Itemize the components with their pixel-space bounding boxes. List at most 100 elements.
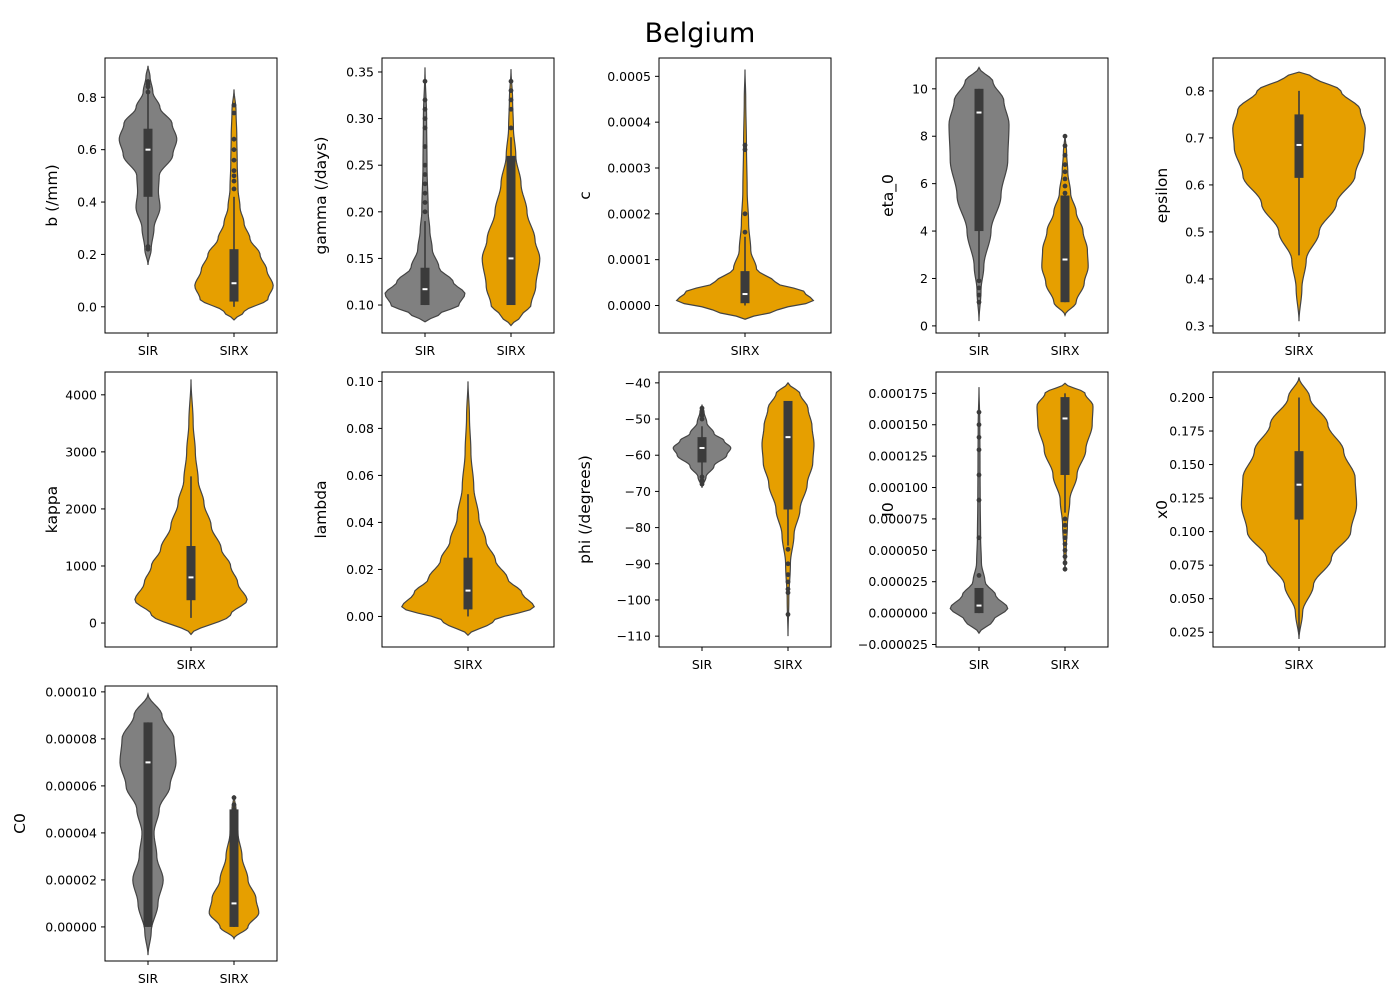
median-SIR — [422, 288, 428, 291]
outlier-point — [422, 78, 428, 84]
outlier-point — [422, 97, 428, 103]
x-tick-label: SIR — [692, 657, 713, 672]
outlier-point — [976, 292, 982, 298]
outlier-point — [1062, 143, 1068, 149]
box-SIR — [143, 128, 153, 197]
y-axis-label: eta_0 — [879, 174, 898, 217]
y-tick-label: 3000 — [65, 444, 97, 459]
box-SIR — [143, 722, 153, 927]
outlier-point — [422, 125, 428, 131]
outlier-point — [976, 278, 982, 284]
violin-SIRX — [675, 69, 815, 320]
x-tick-label: SIRX — [220, 343, 249, 358]
outlier-point — [742, 142, 748, 148]
y-tick-label: 0.0000 — [607, 298, 651, 313]
y-tick-label: 0.050 — [1169, 591, 1205, 606]
outlier-point — [699, 478, 705, 483]
outlier-point — [1062, 169, 1068, 175]
x-tick-label: SIR — [969, 343, 990, 358]
outlier-point — [785, 579, 791, 585]
box-SIRX — [783, 400, 793, 510]
outlier-point — [699, 413, 705, 418]
y-tick-label: 0.00000 — [45, 919, 97, 934]
panel-x0: 0.025 0.050 0.075 0.100 0.125 0.150 0.175 0.200… — [1153, 371, 1386, 672]
y-tick-label: 0.025 — [1169, 625, 1205, 640]
median-SIRX — [742, 293, 748, 296]
outlier-point — [699, 409, 705, 415]
outlier-point — [422, 116, 428, 121]
x-tick-label: SIRX — [454, 657, 483, 672]
outlier-point — [422, 172, 428, 177]
outlier-point — [976, 434, 982, 440]
violin-SIR — [949, 387, 1009, 635]
outlier-point — [422, 144, 428, 149]
y-tick-label: 0.0002 — [607, 206, 651, 221]
x-tick-label: SIRX — [177, 657, 206, 672]
x-tick-label: SIRX — [731, 343, 760, 358]
outlier-point — [742, 229, 748, 235]
outlier-point — [1062, 541, 1068, 547]
axes-frame — [935, 371, 1109, 648]
y-tick-label: 0.125 — [1169, 491, 1205, 506]
outlier-point — [508, 125, 514, 131]
y-tick-label: 4000 — [65, 387, 97, 402]
y-tick-label: 0.000075 — [868, 511, 928, 526]
y-axis-label: I0 — [879, 502, 897, 516]
box-SIR — [697, 437, 707, 463]
y-tick-label: 0.00004 — [45, 825, 97, 840]
outlier-point — [231, 173, 237, 179]
x-tick-label: SIR — [138, 971, 159, 986]
y-tick-label: 0.0004 — [607, 115, 651, 130]
outlier-point — [508, 88, 514, 94]
outlier-point — [1062, 516, 1068, 522]
y-tick-label: 0.3 — [1185, 318, 1205, 333]
y-tick-label: 0.0 — [77, 299, 97, 314]
y-tick-label: 0.00010 — [45, 684, 97, 699]
outlier-point — [231, 802, 237, 808]
x-tick-label: SIRX — [1051, 343, 1080, 358]
median-SIRX — [231, 902, 237, 905]
outlier-point — [508, 97, 514, 103]
outlier-point — [1062, 152, 1068, 158]
panel-gamma: 0.10 0.15 0.20 0.25 0.30 0.35 SIR SIRX gamma (/d… — [312, 57, 555, 358]
y-tick-label: 0.00006 — [45, 778, 97, 793]
y-tick-label: 0.02 — [346, 562, 374, 577]
y-tick-label: 0.2 — [77, 247, 97, 262]
y-tick-label: 0.4 — [77, 195, 97, 210]
y-tick-label: 0.0003 — [607, 161, 651, 176]
y-tick-label: 0.000050 — [868, 543, 928, 558]
outlier-point — [1062, 535, 1068, 541]
box-SIR — [974, 88, 984, 232]
outlier-point — [976, 447, 982, 453]
panel-C0: 0.00000 0.00002 0.00004 0.00006 0.00008 0.000… — [11, 684, 278, 986]
outlier-point — [231, 795, 237, 801]
median-SIR — [976, 111, 982, 114]
panel-c: 0.0000 0.0001 0.0002 0.0003 0.0004 0.0005 SIRX… — [576, 57, 832, 358]
x-tick-label: SIR — [415, 343, 436, 358]
outlier-point — [1062, 190, 1068, 196]
median-SIR — [976, 604, 982, 607]
x-tick-label: SIRX — [1285, 343, 1314, 358]
outlier-point — [1062, 133, 1068, 139]
median-SIRX — [231, 282, 237, 285]
y-tick-label: 0.35 — [346, 64, 374, 79]
y-tick-label: 0.00002 — [45, 872, 97, 887]
box-SIRX — [229, 249, 239, 302]
y-axis-label: epsilon — [1153, 168, 1171, 223]
outlier-point — [976, 497, 982, 503]
box-SIRX — [229, 809, 239, 927]
y-tick-label: 0.04 — [346, 515, 374, 530]
outlier-point — [422, 106, 428, 112]
y-tick-label: −60 — [625, 448, 651, 463]
axes-frame — [658, 371, 832, 648]
outlier-point — [976, 409, 982, 415]
y-tick-label: 0.000175 — [868, 386, 928, 401]
axes-frame — [935, 57, 1109, 334]
median-SIRX — [785, 436, 791, 439]
outlier-point — [1062, 560, 1068, 566]
x-tick-label: SIR — [138, 343, 159, 358]
y-tick-label: 4 — [920, 224, 928, 239]
y-tick-label: 0.4 — [1185, 271, 1205, 286]
median-SIR — [145, 148, 151, 151]
outlier-point — [699, 481, 705, 487]
